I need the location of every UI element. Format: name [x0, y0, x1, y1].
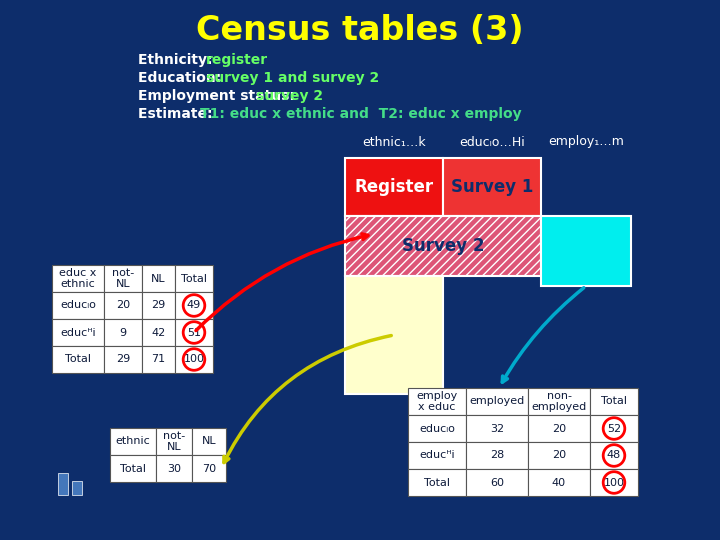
Text: not-
NL: not- NL	[163, 431, 185, 453]
Text: 71: 71	[151, 354, 166, 364]
Text: employed: employed	[469, 396, 525, 407]
Text: Total: Total	[601, 396, 627, 407]
Bar	[142, 346, 175, 373]
Text: 20: 20	[552, 450, 566, 461]
Text: 52: 52	[607, 423, 621, 434]
Text: Education:: Education:	[138, 71, 226, 85]
Bar	[104, 319, 142, 346]
Bar	[142, 292, 175, 319]
Text: 20: 20	[116, 300, 130, 310]
Bar	[110, 455, 156, 482]
Text: ethnic: ethnic	[116, 436, 150, 447]
Bar	[528, 469, 590, 496]
Text: T1: educ x ethnic and  T2: educ x employ: T1: educ x ethnic and T2: educ x employ	[200, 107, 521, 121]
Text: Ethnicity:: Ethnicity:	[138, 53, 217, 67]
Text: Total: Total	[120, 463, 146, 474]
Bar	[466, 469, 528, 496]
Text: 28: 28	[490, 450, 504, 461]
Text: Estimate:: Estimate:	[138, 107, 217, 121]
Text: 100: 100	[603, 477, 624, 488]
Bar	[52, 346, 104, 373]
Bar	[142, 319, 175, 346]
Text: 60: 60	[490, 477, 504, 488]
Text: 9: 9	[120, 327, 127, 338]
Text: Total: Total	[181, 273, 207, 284]
Text: Employment status:: Employment status:	[138, 89, 300, 103]
Bar	[52, 265, 104, 292]
Bar	[104, 346, 142, 373]
Bar	[466, 415, 528, 442]
Bar	[345, 216, 541, 276]
Text: educᴴi: educᴴi	[60, 327, 96, 338]
Bar	[590, 388, 638, 415]
Bar	[408, 415, 466, 442]
Bar	[528, 388, 590, 415]
Bar	[528, 442, 590, 469]
Text: 42: 42	[151, 327, 166, 338]
Bar	[104, 292, 142, 319]
Bar	[408, 469, 466, 496]
Text: Register: Register	[354, 178, 433, 196]
Text: Survey 2: Survey 2	[402, 237, 485, 255]
Bar	[590, 469, 638, 496]
Text: educₗo: educₗo	[60, 300, 96, 310]
Bar	[72, 481, 82, 495]
Text: non-
employed: non- employed	[531, 391, 587, 413]
Bar	[408, 388, 466, 415]
Bar	[443, 158, 541, 216]
Text: educₗo…Hi: educₗo…Hi	[459, 136, 525, 148]
Bar	[541, 216, 631, 286]
Text: educ x
ethnic: educ x ethnic	[59, 268, 96, 289]
Text: 100: 100	[184, 354, 204, 364]
Text: educᴴi: educᴴi	[419, 450, 455, 461]
Text: 70: 70	[202, 463, 216, 474]
Text: NL: NL	[202, 436, 216, 447]
Bar	[466, 442, 528, 469]
Bar	[528, 415, 590, 442]
Bar	[590, 442, 638, 469]
Text: 29: 29	[116, 354, 130, 364]
Bar	[345, 158, 443, 216]
Text: Total: Total	[424, 477, 450, 488]
Text: Survey 1: Survey 1	[451, 178, 534, 196]
Bar	[156, 428, 192, 455]
Bar	[590, 415, 638, 442]
Text: Census tables (3): Census tables (3)	[196, 14, 524, 46]
Bar	[175, 265, 213, 292]
Text: Total: Total	[65, 354, 91, 364]
Bar	[175, 292, 213, 319]
Text: 49: 49	[187, 300, 201, 310]
Text: 40: 40	[552, 477, 566, 488]
Text: 32: 32	[490, 423, 504, 434]
Bar	[408, 442, 466, 469]
Bar	[192, 428, 226, 455]
Bar	[156, 455, 192, 482]
Bar	[175, 319, 213, 346]
Bar	[345, 276, 443, 394]
Bar	[110, 428, 156, 455]
Bar	[52, 319, 104, 346]
Bar	[104, 265, 142, 292]
Text: survey 2: survey 2	[256, 89, 323, 103]
Text: ethnic₁…k: ethnic₁…k	[362, 136, 426, 148]
Text: employ
x educ: employ x educ	[416, 391, 458, 413]
Text: employ₁…m: employ₁…m	[548, 136, 624, 148]
Text: educₗo: educₗo	[419, 423, 455, 434]
Text: 29: 29	[151, 300, 166, 310]
Text: survey 1 and survey 2: survey 1 and survey 2	[206, 71, 379, 85]
Text: 51: 51	[187, 327, 201, 338]
Bar	[192, 455, 226, 482]
Text: 48: 48	[607, 450, 621, 461]
Bar	[466, 388, 528, 415]
Text: NL: NL	[151, 273, 166, 284]
Bar	[142, 265, 175, 292]
Bar	[175, 346, 213, 373]
Bar	[52, 292, 104, 319]
Text: 20: 20	[552, 423, 566, 434]
Text: not-
NL: not- NL	[112, 268, 134, 289]
Text: register: register	[206, 53, 269, 67]
Bar	[58, 473, 68, 495]
Text: 30: 30	[167, 463, 181, 474]
